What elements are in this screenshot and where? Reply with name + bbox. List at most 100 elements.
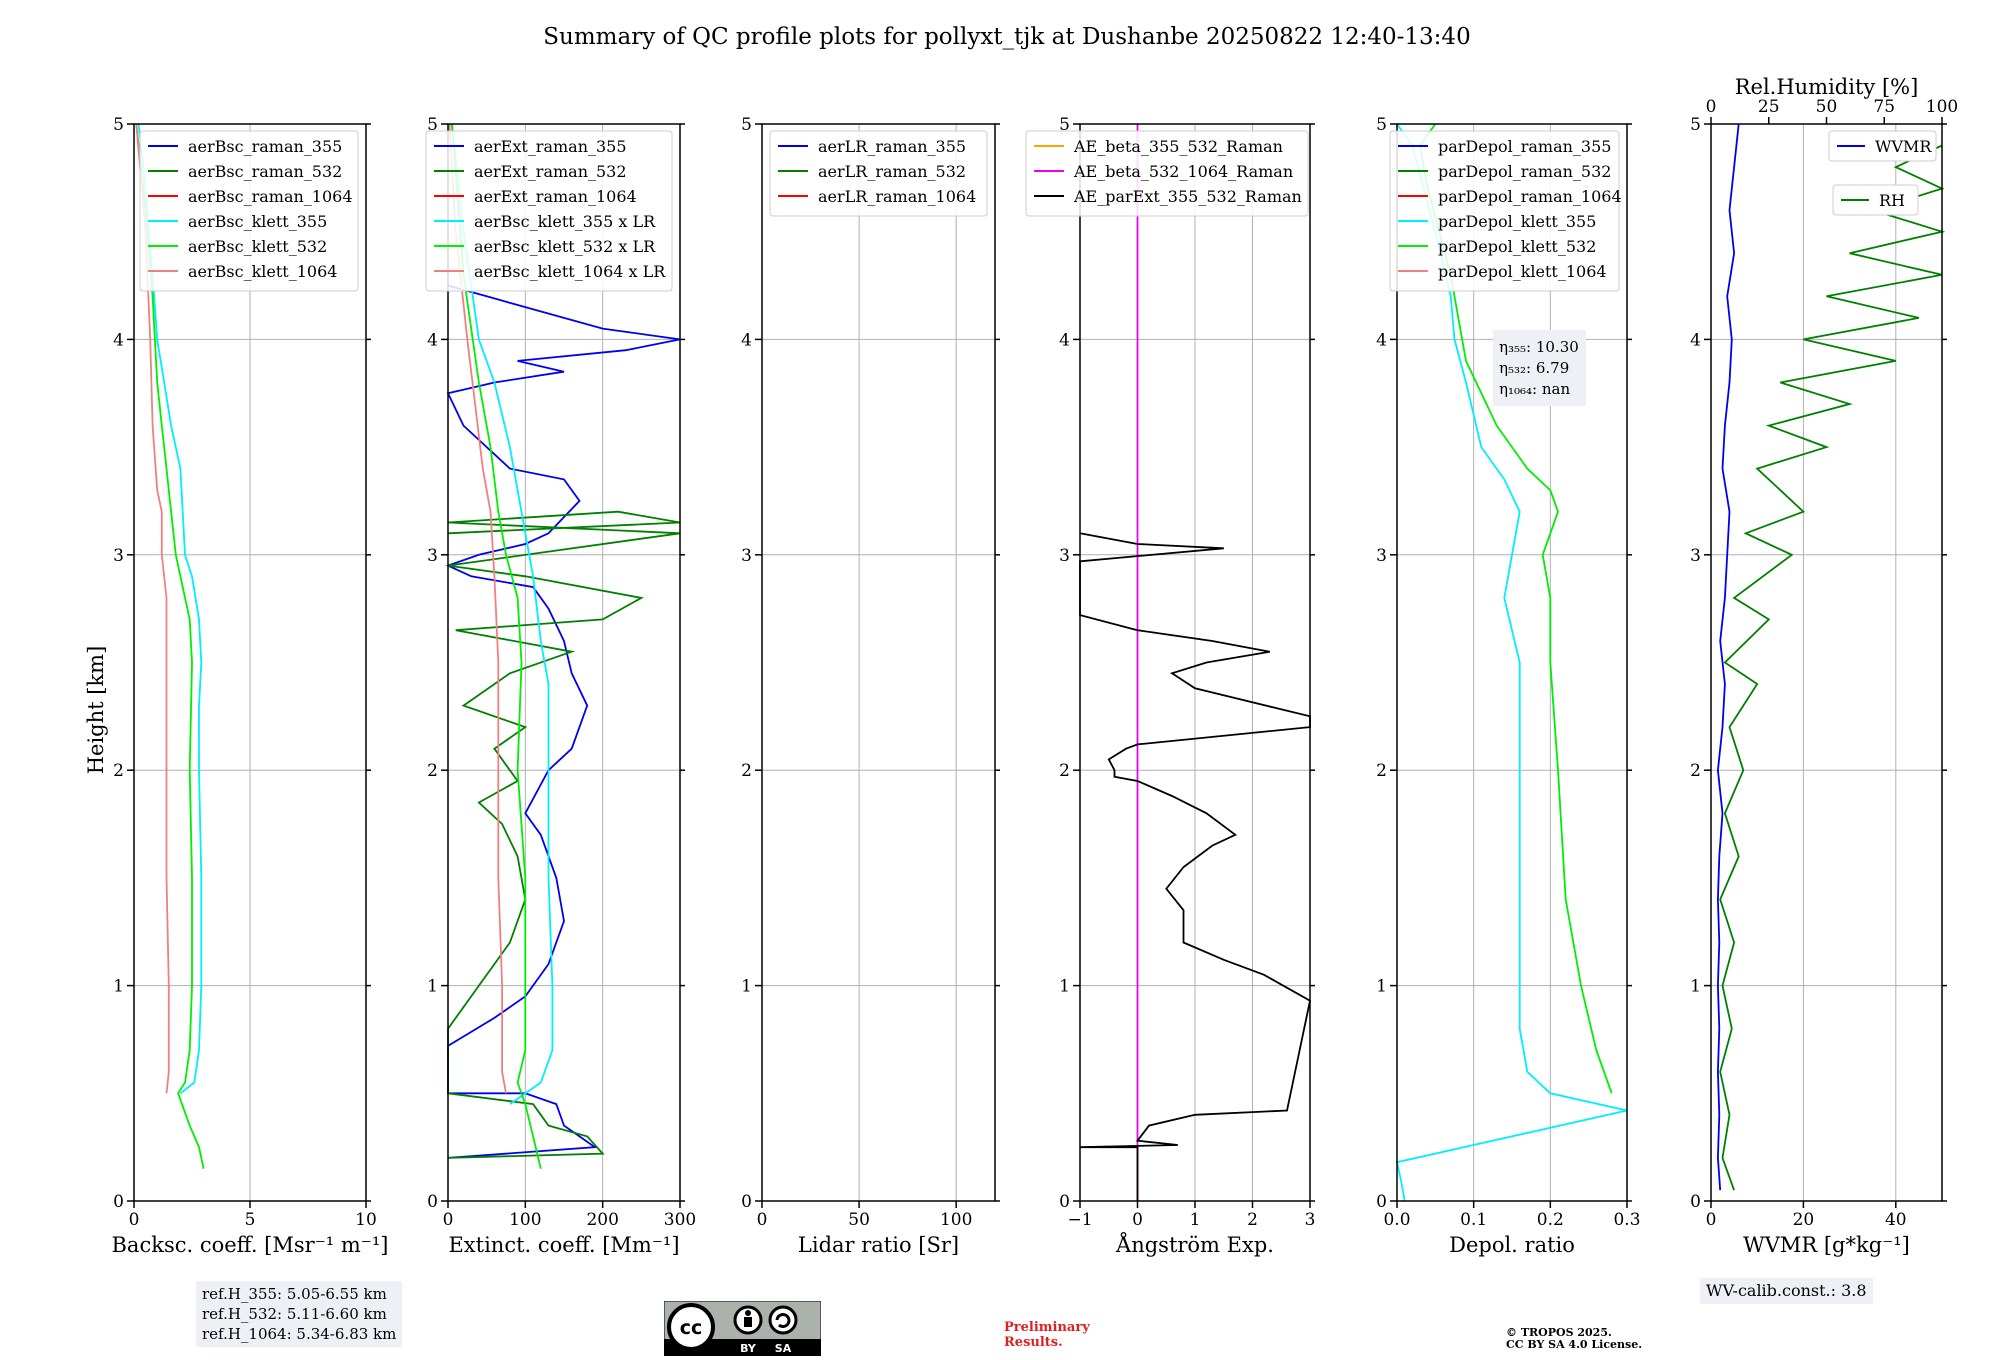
x-axis-label: Extinct. coeff. [Mm⁻¹] bbox=[448, 1233, 679, 1257]
y-tick-label: 5 bbox=[427, 115, 438, 135]
y-tick-label: 2 bbox=[1690, 761, 1701, 781]
legend-label: aerLR_raman_532 bbox=[818, 162, 966, 181]
eta-line-1: η₃₅₅: 10.30 bbox=[1499, 338, 1579, 356]
y-tick-label: 4 bbox=[113, 330, 124, 350]
y-tick-label: 0 bbox=[741, 1192, 752, 1212]
x-axis-label: Depol. ratio bbox=[1449, 1233, 1575, 1257]
y-tick-label: 2 bbox=[427, 761, 438, 781]
legend: AE_beta_355_532_Raman AE_beta_532_1064_Ra… bbox=[1025, 130, 1309, 217]
x-tick-label: 100 bbox=[509, 1210, 541, 1230]
preliminary-line1: Preliminary bbox=[1004, 1320, 1090, 1335]
y-tick-label: 4 bbox=[741, 330, 752, 350]
y-tick-label: 5 bbox=[113, 115, 124, 135]
x-tick-label: 3 bbox=[1305, 1210, 1316, 1230]
y-tick-label: 5 bbox=[1059, 115, 1070, 135]
y-tick-label: 1 bbox=[1059, 977, 1070, 997]
series-line-RH bbox=[1719, 144, 1946, 1191]
y-tick-label: 0 bbox=[427, 1192, 438, 1212]
legend-frame bbox=[139, 130, 359, 292]
y-tick-label: 2 bbox=[1059, 761, 1070, 781]
x-tick-label: 300 bbox=[664, 1210, 696, 1230]
svg-text:cc: cc bbox=[680, 1317, 703, 1339]
legend-frame bbox=[1025, 130, 1309, 217]
y-tick-label: 5 bbox=[1690, 115, 1701, 135]
legend-label: aerBsc_raman_532 bbox=[188, 162, 342, 181]
legend-label: RH bbox=[1879, 191, 1905, 210]
top-x-tick-label: 100 bbox=[1926, 97, 1958, 117]
axes-frame bbox=[447, 123, 681, 1202]
y-tick-label: 3 bbox=[1059, 546, 1070, 566]
x-tick-label: 0.3 bbox=[1613, 1210, 1640, 1230]
y-tick-label: 0 bbox=[1376, 1192, 1387, 1212]
legend-label: WVMR bbox=[1875, 137, 1932, 156]
x-tick-label: 0 bbox=[129, 1210, 140, 1230]
y-tick-label: 4 bbox=[1059, 330, 1070, 350]
panel-bsc: 0 1 2 3 4 5 0 5 10 Backsc. coeff. [Msr⁻¹ m⁻¹] aerB… bbox=[112, 115, 389, 1257]
legend-label: aerBsc_raman_355 bbox=[188, 137, 342, 156]
legend-label: aerBsc_klett_532 x LR bbox=[474, 237, 656, 256]
x-tick-label: 0 bbox=[443, 1210, 454, 1230]
legend-label: aerBsc_klett_355 bbox=[188, 212, 327, 231]
legend-label: aerBsc_raman_1064 bbox=[188, 187, 353, 206]
legend: parDepol_raman_355 parDepol_raman_532 parD… bbox=[1389, 130, 1622, 292]
y-tick-label: 3 bbox=[741, 546, 752, 566]
eta-box-bg bbox=[1493, 330, 1586, 406]
legend-label: aerExt_raman_532 bbox=[474, 162, 627, 181]
share-alike-icon bbox=[768, 1305, 798, 1335]
legend-label: aerExt_raman_355 bbox=[474, 137, 627, 156]
legend: aerExt_raman_355 aerExt_raman_532 aerExt_r… bbox=[425, 130, 673, 292]
x-tick-label: 100 bbox=[940, 1210, 972, 1230]
ref-height-532: ref.H_532: 5.11-6.60 km bbox=[202, 1305, 387, 1323]
series-line-aerExt_raman_532 bbox=[447, 510, 681, 1159]
legend-frame bbox=[1389, 130, 1620, 292]
series-line-aerBsc_klett_532 x LR bbox=[451, 123, 542, 1169]
y-tick-label: 2 bbox=[113, 761, 124, 781]
x-tick-label: 20 bbox=[1793, 1210, 1815, 1230]
legend-label: AE_parExt_355_532_Raman bbox=[1073, 187, 1302, 206]
ref-height-1064: ref.H_1064: 5.34-6.83 km bbox=[202, 1325, 397, 1343]
x-tick-label: 0 bbox=[1706, 1210, 1717, 1230]
legend: aerBsc_raman_355 aerBsc_raman_532 aerBsc_r… bbox=[139, 130, 359, 292]
copyright-line1: © TROPOS 2025. bbox=[1506, 1326, 1612, 1339]
legend-label: parDepol_klett_355 bbox=[1438, 212, 1596, 231]
legend-frame bbox=[425, 130, 673, 292]
y-tick-label: 4 bbox=[427, 330, 438, 350]
y-axis-label: Height [km] bbox=[84, 646, 108, 775]
series-line-AE_parExt_355_532_Raman bbox=[1079, 532, 1312, 1201]
legend-frame bbox=[769, 130, 988, 217]
x-axis-label: Ångström Exp. bbox=[1115, 1232, 1274, 1257]
y-tick-label: 1 bbox=[1690, 977, 1701, 997]
y-tick-label: 1 bbox=[113, 977, 124, 997]
preliminary-line2: Results. bbox=[1004, 1335, 1063, 1350]
y-tick-label: 1 bbox=[741, 977, 752, 997]
series-line-aerBsc_klett_355 bbox=[137, 123, 203, 1095]
y-tick-label: 0 bbox=[1059, 1192, 1070, 1212]
eta-line-3: η₁₀₆₄: nan bbox=[1499, 380, 1570, 398]
copyright-note: © TROPOS 2025. CC BY SA 4.0 License. bbox=[1506, 1327, 1642, 1351]
legend-label: aerBsc_klett_1064 bbox=[188, 262, 337, 281]
x-tick-label: 5 bbox=[245, 1210, 256, 1230]
x-tick-label: 200 bbox=[586, 1210, 618, 1230]
y-tick-label: 3 bbox=[427, 546, 438, 566]
legend-frame bbox=[1828, 130, 1937, 162]
top-x-tick-label: 25 bbox=[1758, 97, 1780, 117]
top-x-tick-label: 0 bbox=[1706, 97, 1717, 117]
x-tick-label: 0 bbox=[757, 1210, 768, 1230]
y-tick-label: 0 bbox=[1690, 1192, 1701, 1212]
x-tick-label: 10 bbox=[355, 1210, 377, 1230]
series-line-aerBsc_klett_1064 x LR bbox=[448, 123, 507, 1094]
reference-height-box: ref.H_355: 5.05-6.55 km ref.H_532: 5.11-… bbox=[196, 1281, 403, 1347]
legend-frame bbox=[1832, 184, 1919, 216]
legend: aerLR_raman_355 aerLR_raman_532 aerLR_rama… bbox=[769, 130, 988, 217]
x-tick-label: 40 bbox=[1885, 1210, 1907, 1230]
wv-calibration-box: WV-calib.const.: 3.8 bbox=[1700, 1278, 1873, 1304]
series-line-aerBsc_klett_355 x LR bbox=[451, 123, 554, 1105]
top-x-tick-label: 75 bbox=[1873, 97, 1895, 117]
legend-label: parDepol_raman_1064 bbox=[1438, 187, 1622, 206]
y-tick-label: 2 bbox=[1376, 761, 1387, 781]
preliminary-note: Preliminary Results. bbox=[1004, 1320, 1090, 1350]
legend-label: aerLR_raman_355 bbox=[818, 137, 966, 156]
eta-line-2: η₅₃₂: 6.79 bbox=[1499, 359, 1569, 377]
